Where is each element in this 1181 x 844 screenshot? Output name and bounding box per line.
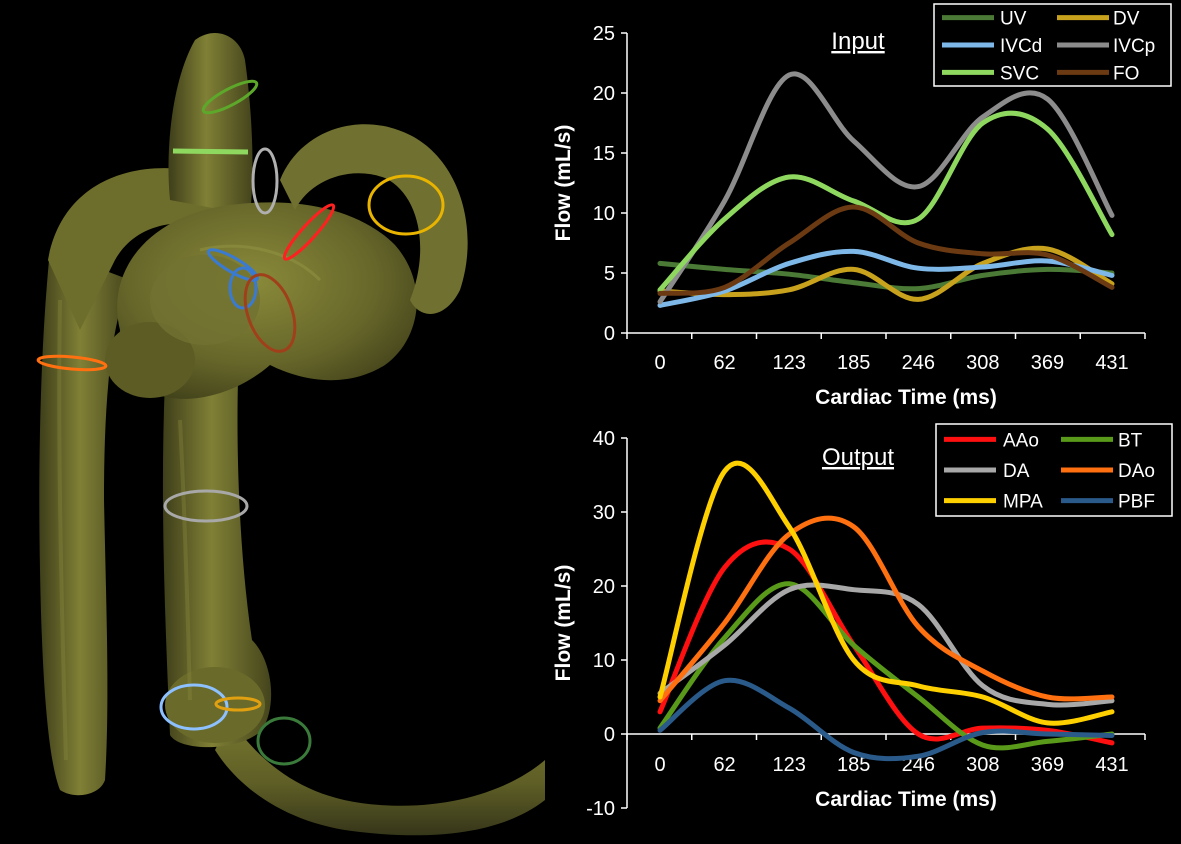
series-line-dv	[657, 245, 1115, 302]
x-tick-label: 123	[772, 754, 805, 776]
legend-label: PBF	[1118, 492, 1155, 513]
legend-label: MPA	[1003, 492, 1043, 513]
series-line-mpa	[657, 460, 1115, 726]
measurement-planes	[36, 79, 445, 766]
x-tick-label: 185	[837, 754, 870, 776]
x-tick-label: 62	[713, 352, 735, 374]
legend-item-fo: FO	[1057, 63, 1139, 84]
chart-title: Input	[831, 28, 885, 55]
legend-label: DAo	[1118, 461, 1155, 482]
y-tick-label: 0	[604, 323, 615, 345]
legend-item-ivcd: IVCd	[942, 36, 1042, 57]
plane-ivcd-ring	[228, 266, 258, 310]
y-tick-label: 30	[593, 502, 615, 524]
legend-item-dao: DAo	[1061, 461, 1155, 482]
y-axis-label: Flow (mL/s)	[552, 565, 575, 682]
legend-item-aao: AAo	[944, 430, 1039, 451]
x-axis-label: Cardiac Time (ms)	[815, 386, 997, 409]
legend-label: SVC	[1000, 63, 1039, 84]
series-line-ivcp	[657, 71, 1115, 305]
chart-title: Output	[822, 444, 894, 471]
plane-dv-ring	[367, 174, 445, 236]
x-tick-label: 246	[902, 352, 935, 374]
y-tick-label: 5	[604, 263, 615, 285]
series-line-da	[657, 582, 1115, 708]
legend-item-bt: BT	[1061, 430, 1143, 451]
y-tick-label: 20	[593, 576, 615, 598]
legend-label: DA	[1003, 461, 1030, 482]
legend-item-da: DA	[944, 461, 1030, 482]
plane-da-ring	[163, 489, 249, 523]
vascular-model-render	[36, 32, 545, 836]
legend: AAo BT DA DAo MPA PBF	[935, 423, 1173, 517]
legend-label: BT	[1118, 430, 1143, 451]
vessel-surface	[39, 32, 545, 836]
legend-label: DV	[1113, 9, 1140, 30]
plane-gold-ring	[214, 696, 262, 712]
series-line-dao	[657, 515, 1115, 704]
y-tick-label: 10	[593, 650, 615, 672]
legend-label: AAo	[1003, 430, 1039, 451]
y-tick-label: 15	[593, 143, 615, 165]
y-tick-label: 10	[593, 203, 615, 225]
y-axis-label: Flow (mL/s)	[552, 125, 575, 242]
plane-blue-ring	[207, 248, 259, 282]
series-line-fo	[657, 204, 1115, 296]
legend-item-uv: UV	[942, 9, 1027, 30]
plane-ivcp-ring	[251, 147, 279, 215]
x-tick-label: 62	[713, 754, 735, 776]
plane-dkgreen-ring	[256, 716, 312, 766]
series-line-svc	[657, 110, 1115, 293]
x-tick-label: 0	[654, 352, 665, 374]
plane-red-ring	[282, 203, 336, 261]
legend-item-ivcp: IVCp	[1057, 36, 1155, 57]
y-tick-label: 25	[593, 23, 615, 45]
plane-fo-ring	[243, 273, 297, 353]
legend-label: IVCd	[1000, 36, 1042, 57]
x-tick-label: 185	[837, 352, 870, 374]
series-line-aao	[657, 539, 1115, 746]
x-tick-label: 431	[1095, 352, 1128, 374]
x-tick-label: 369	[1031, 352, 1064, 374]
legend-item-svc: SVC	[942, 63, 1039, 84]
x-axis-label: Cardiac Time (ms)	[815, 788, 997, 811]
series-line-pbf	[657, 677, 1115, 762]
legend-item-mpa: MPA	[944, 492, 1043, 513]
legend-item-dv: DV	[1057, 9, 1140, 30]
y-tick-label: 40	[593, 428, 615, 450]
plane-ltblue-ring	[159, 683, 229, 731]
plane-orange-ring	[36, 354, 108, 372]
x-tick-label: 369	[1031, 754, 1064, 776]
plane-uv-ring	[201, 79, 259, 115]
legend-label: UV	[1000, 9, 1027, 30]
x-tick-label: 123	[772, 352, 805, 374]
legend-label: IVCp	[1113, 36, 1155, 57]
x-tick-label: 308	[966, 352, 999, 374]
y-tick-label: 20	[593, 83, 615, 105]
input-flow-chart: 0 5 10 15 20 25 0 62 123 185 246 308 369 431 Cardiac T…	[552, 3, 1172, 409]
legend: UV DV IVCd IVCp SVC FO	[933, 3, 1172, 87]
x-tick-label: 431	[1095, 754, 1128, 776]
y-tick-label: -10	[586, 798, 615, 820]
series-line-ivcd	[657, 248, 1115, 308]
legend-item-pbf: PBF	[1061, 492, 1155, 513]
plane-svc-line	[172, 148, 249, 155]
legend-label: FO	[1113, 63, 1139, 84]
x-tick-label: 308	[966, 754, 999, 776]
x-tick-label: 0	[654, 754, 665, 776]
series-line-bt	[657, 581, 1115, 751]
y-tick-label: 0	[604, 724, 615, 746]
